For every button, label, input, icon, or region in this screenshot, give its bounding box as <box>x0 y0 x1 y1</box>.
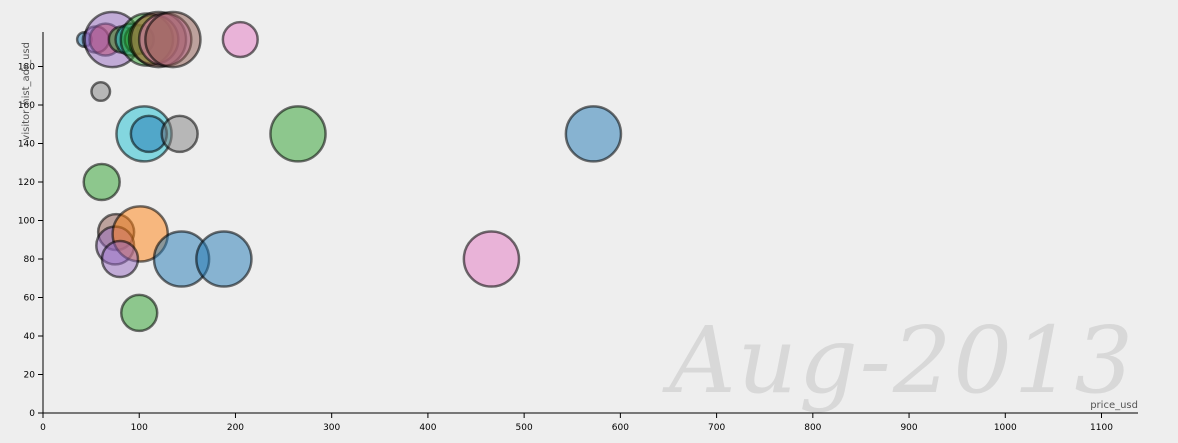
y-tick-label: 20 <box>24 371 36 381</box>
y-tick-label: 140 <box>18 140 35 150</box>
x-tick-label: 800 <box>804 423 821 433</box>
data-point[interactable] <box>160 114 199 154</box>
x-tick-label: 1000 <box>994 423 1017 433</box>
x-tick-label: 1100 <box>1090 423 1113 433</box>
y-tick-label: 160 <box>18 101 35 111</box>
y-tick-label: 180 <box>18 63 35 73</box>
points-layer <box>75 10 623 333</box>
data-point[interactable] <box>144 10 202 69</box>
data-point[interactable] <box>119 293 159 333</box>
y-tick-label: 100 <box>18 217 35 227</box>
y-tick-label: 40 <box>24 332 36 342</box>
x-tick-label: 400 <box>419 423 436 433</box>
data-point[interactable] <box>564 105 623 163</box>
x-tick-label: 200 <box>227 423 244 433</box>
x-tick-label: 100 <box>131 423 148 433</box>
data-point[interactable] <box>195 230 253 288</box>
data-point[interactable] <box>100 239 140 279</box>
data-point[interactable] <box>269 105 327 163</box>
x-tick-label: 500 <box>516 423 533 433</box>
x-axis-title: price_usd <box>1090 400 1138 411</box>
x-axis-ticks: 0 100 200 300 400 500 600 700 800 900 1000 1100 <box>40 413 1113 433</box>
x-tick-label: 700 <box>708 423 725 433</box>
y-axis-ticks: 0 20 40 60 80 100 120 140 160 180 <box>18 63 43 419</box>
y-tick-label: 0 <box>29 409 35 419</box>
x-tick-label: 900 <box>900 423 917 433</box>
x-tick-label: 0 <box>40 423 46 433</box>
x-tick-label: 300 <box>323 423 340 433</box>
y-axis-title: visitor_hist_adr_usd <box>21 42 32 141</box>
data-point[interactable] <box>82 162 121 202</box>
date-watermark: Aug-2013 <box>661 307 1135 414</box>
y-tick-label: 60 <box>24 294 36 304</box>
axes-layer: 0 100 200 300 400 500 600 700 800 900 1000 1100 0 20… <box>18 32 1138 433</box>
data-point[interactable] <box>462 230 521 288</box>
y-tick-label: 120 <box>18 178 35 188</box>
data-point[interactable] <box>221 20 259 59</box>
data-point[interactable] <box>90 80 112 103</box>
x-tick-label: 600 <box>612 423 629 433</box>
y-tick-label: 80 <box>24 255 36 265</box>
